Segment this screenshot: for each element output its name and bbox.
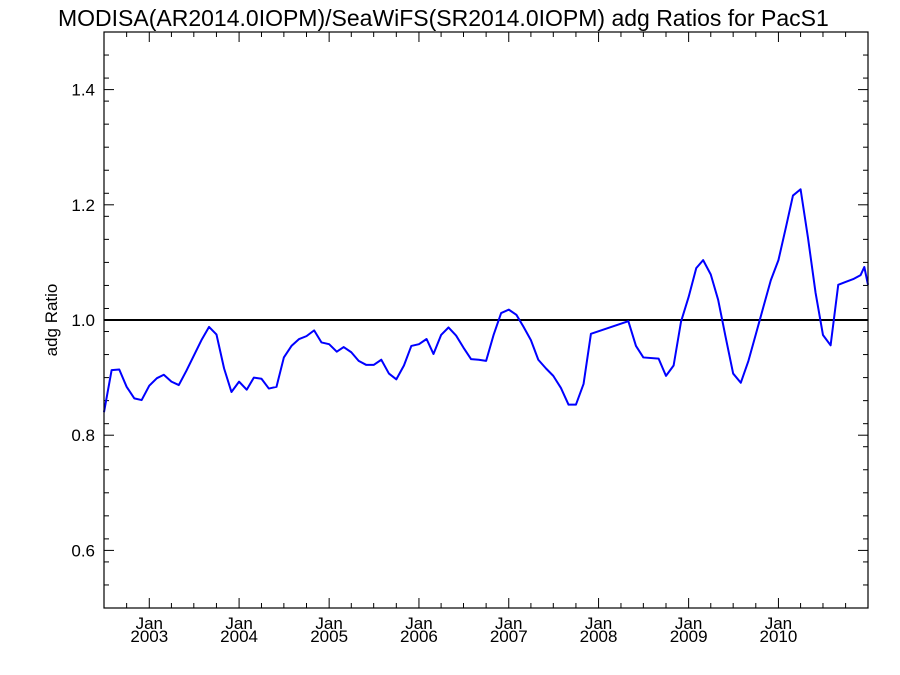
x-tick-label-month: Jan [315, 614, 342, 633]
x-tick-label-month: Jan [585, 614, 612, 633]
x-tick-label-year: 2006 [400, 627, 438, 646]
x-tick-label-month: Jan [405, 614, 432, 633]
x-tick-label-month: Jan [675, 614, 702, 633]
y-tick-label: 1.2 [71, 196, 95, 215]
y-tick-label: 0.8 [71, 426, 95, 445]
x-tick-label-month: Jan [765, 614, 792, 633]
y-tick-label: 1.0 [71, 311, 95, 330]
series-layer [103, 188, 869, 413]
x-tick-label-year: 2008 [580, 627, 618, 646]
plot-frame [103, 31, 869, 609]
y-tick-label: 1.4 [71, 81, 95, 100]
y-axis-label: adg Ratio [42, 284, 61, 357]
tick-labels: 0.60.81.01.21.4Jan2003Jan2004Jan2005Jan2… [71, 81, 797, 646]
x-tick-label-month: Jan [225, 614, 252, 633]
x-tick-label-month: Jan [136, 614, 163, 633]
series-line [103, 188, 869, 413]
x-tick-label-year: 2003 [130, 627, 168, 646]
x-tick-label-year: 2004 [220, 627, 258, 646]
x-tick-label-year: 2007 [490, 627, 528, 646]
x-tick-label-year: 2005 [310, 627, 348, 646]
chart-title: MODISA(AR2014.0IOPM)/SeaWiFS(SR2014.0IOP… [58, 5, 829, 31]
y-tick-label: 0.6 [71, 541, 95, 560]
x-tick-label-year: 2010 [760, 627, 798, 646]
x-tick-label-year: 2009 [670, 627, 708, 646]
x-tick-label-month: Jan [495, 614, 522, 633]
